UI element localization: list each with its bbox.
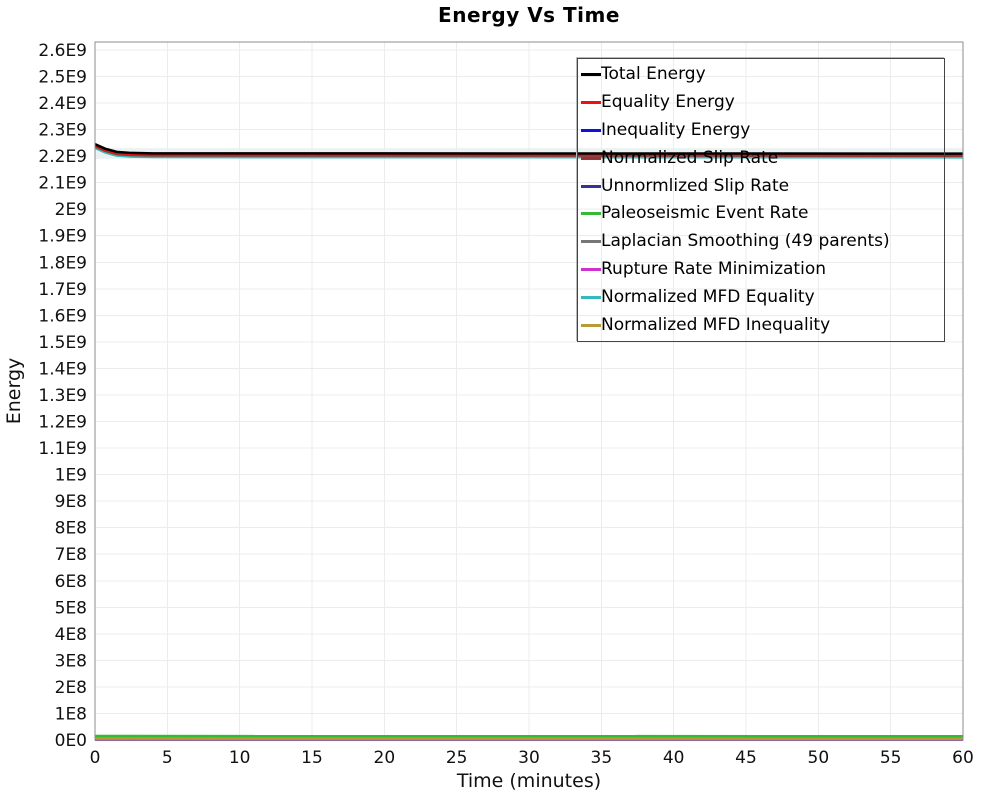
series-line xyxy=(94,143,964,155)
legend-item-label: Normalized MFD Equality xyxy=(601,286,815,307)
legend-item-label: Paleoseismic Event Rate xyxy=(601,203,809,224)
legend-item: Laplacian Smoothing (49 parents) xyxy=(581,228,944,256)
legend-line-sample xyxy=(581,101,601,105)
legend-line-sample xyxy=(581,212,601,216)
y-tick-label: 3E8 xyxy=(55,651,87,671)
x-tick-label: 25 xyxy=(446,748,468,768)
y-tick-label: 1E9 xyxy=(55,466,87,486)
legend: Total Energy Equality Energy Inequality En… xyxy=(577,58,945,342)
y-tick-label: 1.8E9 xyxy=(38,253,87,273)
x-tick-label: 10 xyxy=(229,748,251,768)
y-tick-label: 1.2E9 xyxy=(38,413,87,433)
legend-item-label: Unnormlized Slip Rate xyxy=(601,175,790,196)
legend-line-sample xyxy=(581,184,601,188)
x-tick-label: 5 xyxy=(162,748,173,768)
chart-title: Energy Vs Time xyxy=(438,3,620,27)
legend-line-sample xyxy=(581,323,601,327)
legend-item-label: Equality Energy xyxy=(601,92,735,113)
x-tick-label: 35 xyxy=(591,748,613,768)
legend-line-sample xyxy=(581,267,601,271)
series-line xyxy=(94,146,964,159)
y-tick-label: 2.6E9 xyxy=(38,41,87,61)
y-tick-label: 1.5E9 xyxy=(38,333,87,353)
y-tick-label: 2.1E9 xyxy=(38,174,87,194)
x-axis-title: Time (minutes) xyxy=(456,770,602,792)
y-tick-label: 2.4E9 xyxy=(38,94,87,114)
x-tick-label: 20 xyxy=(374,748,396,768)
legend-line-sample xyxy=(581,128,601,132)
legend-item-label: Laplacian Smoothing (49 parents) xyxy=(601,231,890,252)
legend-item: Normalized Slip Rate xyxy=(581,144,944,172)
legend-line-sample xyxy=(581,73,601,77)
legend-item: Paleoseismic Event Rate xyxy=(581,200,944,228)
y-tick-label: 2E8 xyxy=(55,678,87,698)
x-tick-label: 55 xyxy=(880,748,902,768)
x-tick-label: 15 xyxy=(301,748,323,768)
y-tick-label: 1.9E9 xyxy=(38,227,87,247)
y-tick-label: 1.4E9 xyxy=(38,359,87,379)
y-tick-label: 2.3E9 xyxy=(38,121,87,141)
x-tick-label: 30 xyxy=(518,748,540,768)
legend-item: Rupture Rate Minimization xyxy=(581,256,944,284)
x-tick-label: 0 xyxy=(90,748,101,768)
y-tick-label: 8E8 xyxy=(55,519,87,539)
y-tick-label: 1.6E9 xyxy=(38,306,87,326)
x-tick-label: 60 xyxy=(952,748,974,768)
y-tick-label: 2.2E9 xyxy=(38,147,87,167)
legend-item-label: Inequality Energy xyxy=(601,119,751,140)
legend-line-sample xyxy=(581,156,601,160)
y-tick-label: 4E8 xyxy=(55,625,87,645)
legend-item-label: Rupture Rate Minimization xyxy=(601,258,826,279)
legend-line-sample xyxy=(581,295,601,299)
y-tick-label: 2E9 xyxy=(55,200,87,220)
y-tick-label: 0E0 xyxy=(55,731,87,751)
y-tick-label: 1.3E9 xyxy=(38,386,87,406)
y-tick-label: 9E8 xyxy=(55,492,87,512)
x-tick-label: 40 xyxy=(663,748,685,768)
x-tick-label: 45 xyxy=(735,748,757,768)
legend-item-label: Normalized Slip Rate xyxy=(601,147,779,168)
y-tick-label: 2.5E9 xyxy=(38,68,87,88)
legend-item: Total Energy xyxy=(581,61,944,89)
y-tick-label: 7E8 xyxy=(55,545,87,565)
y-tick-label: 1E8 xyxy=(55,704,87,724)
legend-item: Equality Energy xyxy=(581,89,944,117)
legend-item-label: Total Energy xyxy=(601,64,706,85)
x-tick-label: 50 xyxy=(808,748,830,768)
y-tick-label: 1.7E9 xyxy=(38,280,87,300)
legend-item: Normalized MFD Inequality xyxy=(581,311,944,339)
legend-item: Unnormlized Slip Rate xyxy=(581,172,944,200)
y-tick-label: 6E8 xyxy=(55,572,87,592)
axis-border xyxy=(94,41,964,741)
y-tick-label: 1.1E9 xyxy=(38,439,87,459)
y-tick-label: 5E8 xyxy=(55,598,87,618)
legend-line-sample xyxy=(581,240,601,244)
legend-item: Inequality Energy xyxy=(581,117,944,145)
legend-item: Normalized MFD Equality xyxy=(581,283,944,311)
legend-item-label: Normalized MFD Inequality xyxy=(601,314,831,335)
